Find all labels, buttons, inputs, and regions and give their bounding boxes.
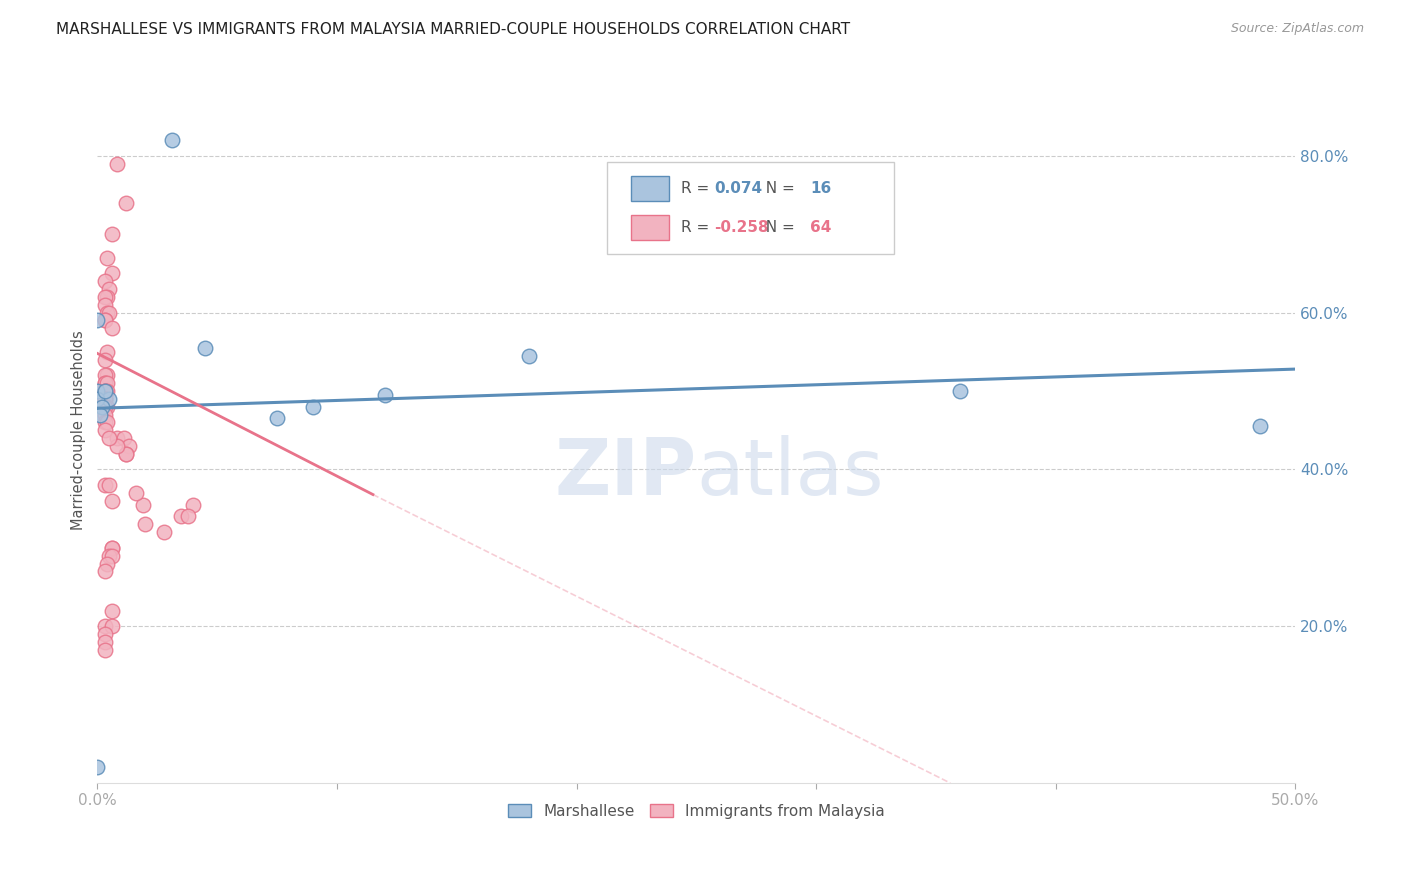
Point	[100, 541, 122, 555]
Point	[134, 517, 156, 532]
Point	[93, 408, 115, 422]
Point	[96, 384, 118, 398]
Point	[177, 509, 200, 524]
Point	[96, 376, 118, 391]
Point	[160, 133, 183, 147]
FancyBboxPatch shape	[630, 176, 669, 202]
Point	[93, 313, 115, 327]
Point	[93, 635, 115, 649]
Point	[86, 392, 108, 406]
Point	[96, 368, 118, 383]
Point	[266, 411, 288, 425]
Point	[100, 493, 122, 508]
Point	[93, 619, 115, 633]
Text: ZIP: ZIP	[554, 434, 696, 510]
Text: Source: ZipAtlas.com: Source: ZipAtlas.com	[1230, 22, 1364, 36]
Point	[100, 321, 122, 335]
Text: atlas: atlas	[696, 434, 884, 510]
Point	[86, 384, 108, 398]
Point	[96, 251, 118, 265]
Text: R =: R =	[681, 220, 714, 235]
Point	[105, 439, 128, 453]
Point	[115, 195, 138, 210]
Point	[374, 388, 396, 402]
Point	[93, 416, 115, 430]
Point	[93, 642, 115, 657]
Point	[100, 619, 122, 633]
Point	[105, 431, 128, 445]
Point	[93, 376, 115, 391]
Point	[96, 557, 118, 571]
Point	[96, 400, 118, 414]
Point	[86, 760, 108, 774]
Point	[132, 498, 155, 512]
Point	[93, 627, 115, 641]
Text: R =: R =	[681, 181, 714, 196]
Point	[96, 344, 118, 359]
Point	[302, 400, 325, 414]
Point	[93, 423, 115, 437]
Point	[93, 376, 115, 391]
Text: 0.074: 0.074	[714, 181, 762, 196]
Legend: Marshallese, Immigrants from Malaysia: Marshallese, Immigrants from Malaysia	[502, 797, 891, 825]
Point	[100, 227, 122, 242]
Point	[93, 392, 115, 406]
Point	[181, 498, 204, 512]
Point	[93, 290, 115, 304]
Point	[86, 313, 108, 327]
Point	[93, 298, 115, 312]
Point	[949, 384, 972, 398]
Point	[153, 525, 176, 540]
Point	[98, 282, 121, 296]
Point	[98, 305, 121, 319]
Text: -0.258: -0.258	[714, 220, 769, 235]
Point	[98, 478, 121, 492]
Point	[112, 431, 135, 445]
Point	[93, 384, 115, 398]
Point	[115, 447, 138, 461]
Point	[96, 416, 118, 430]
Text: N =: N =	[756, 220, 800, 235]
Point	[93, 400, 115, 414]
Point	[100, 541, 122, 555]
Point	[1249, 419, 1271, 434]
Point	[93, 565, 115, 579]
Point	[170, 509, 193, 524]
Point	[117, 439, 139, 453]
Point	[93, 384, 115, 398]
Point	[100, 603, 122, 617]
Text: 64: 64	[810, 220, 831, 235]
Point	[100, 549, 122, 563]
Point	[100, 267, 122, 281]
Y-axis label: Married-couple Households: Married-couple Households	[72, 330, 86, 530]
FancyBboxPatch shape	[606, 162, 894, 254]
Point	[96, 290, 118, 304]
Point	[93, 478, 115, 492]
Point	[517, 349, 540, 363]
Point	[93, 392, 115, 406]
Point	[125, 486, 148, 500]
Text: N =: N =	[756, 181, 800, 196]
Point	[89, 408, 111, 422]
Text: 16: 16	[810, 181, 831, 196]
Point	[91, 400, 114, 414]
Point	[93, 274, 115, 288]
Point	[93, 352, 115, 367]
Point	[98, 392, 121, 406]
Point	[98, 431, 121, 445]
Point	[93, 392, 115, 406]
Point	[93, 384, 115, 398]
Point	[96, 305, 118, 319]
Point	[93, 368, 115, 383]
Point	[194, 341, 217, 355]
Point	[93, 313, 115, 327]
Point	[93, 384, 115, 398]
FancyBboxPatch shape	[630, 215, 669, 240]
Text: MARSHALLESE VS IMMIGRANTS FROM MALAYSIA MARRIED-COUPLE HOUSEHOLDS CORRELATION CH: MARSHALLESE VS IMMIGRANTS FROM MALAYSIA …	[56, 22, 851, 37]
Point	[98, 549, 121, 563]
Point	[115, 447, 138, 461]
Point	[105, 156, 128, 170]
